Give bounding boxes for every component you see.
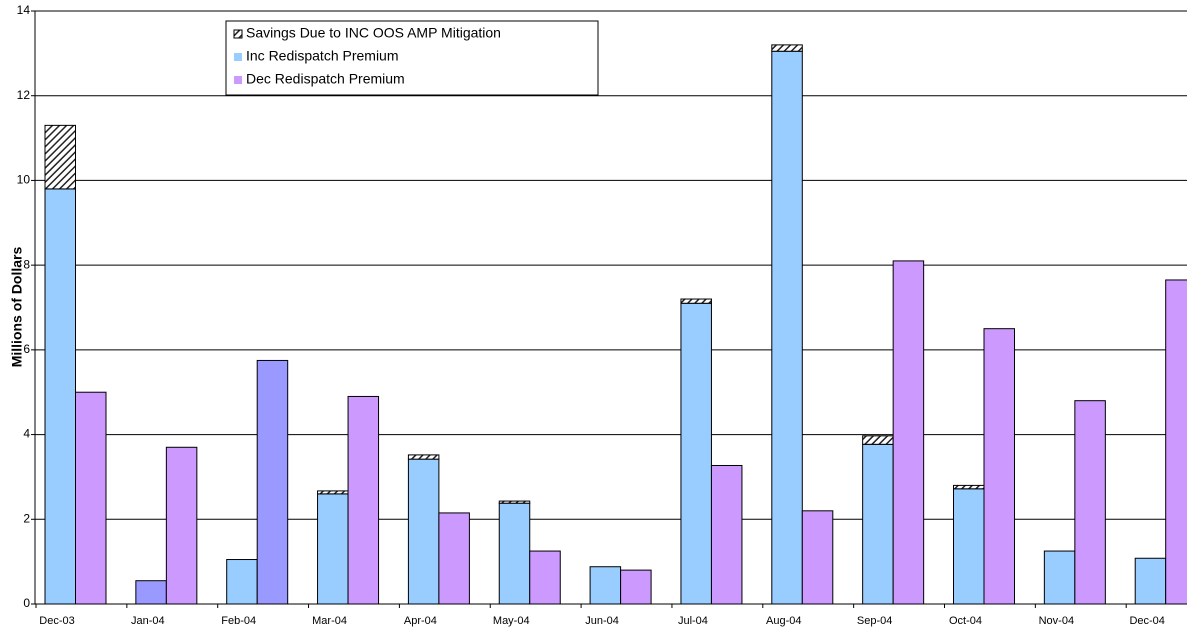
y-axis-title: Millions of Dollars [9, 247, 25, 368]
y-tick-label: 10 [17, 173, 31, 187]
bar [75, 391, 107, 605]
bar [407, 454, 440, 460]
bar [589, 566, 622, 605]
x-tick-label: May-04 [493, 615, 530, 627]
bar [226, 559, 258, 605]
legend-box [225, 20, 599, 96]
bar [862, 443, 894, 605]
legend-swatch [233, 29, 243, 39]
bar [165, 446, 198, 605]
bar [983, 328, 1015, 605]
legend-swatch [234, 76, 242, 84]
bar [1165, 279, 1187, 605]
bar [44, 188, 76, 605]
bar [710, 464, 743, 605]
bar [771, 50, 803, 605]
bar [438, 512, 470, 605]
bar [953, 488, 985, 605]
bar [1043, 550, 1076, 605]
legend-label: Dec Redispatch Premium [246, 71, 405, 87]
bar [407, 458, 440, 605]
y-tick-label: 0 [23, 596, 30, 610]
x-tick-label: Aug-04 [766, 615, 801, 627]
bar [135, 580, 167, 605]
bar [801, 510, 834, 605]
bar [317, 493, 349, 605]
x-tick-label: Jul-04 [678, 615, 708, 627]
bar [680, 298, 712, 304]
y-tick-label: 4 [23, 427, 30, 441]
bar [317, 490, 349, 495]
bar [953, 484, 985, 490]
x-tick-label: Dec-04 [1129, 615, 1164, 627]
x-tick-label: Oct-04 [949, 615, 982, 627]
x-tick-label: Mar-04 [312, 615, 347, 627]
y-tick-label: 14 [17, 3, 31, 17]
bar [529, 550, 561, 605]
x-tick-label: Nov-04 [1039, 615, 1074, 627]
x-tick-label: Apr-04 [404, 615, 437, 627]
bar [892, 260, 925, 605]
x-tick-label: Jan-04 [131, 615, 165, 627]
bar [1134, 557, 1167, 605]
x-tick-label: Sep-04 [857, 615, 892, 627]
y-tick-label: 12 [17, 88, 31, 102]
x-tick-label: Dec-03 [39, 615, 74, 627]
x-tick-label: Jun-04 [585, 615, 619, 627]
bar [620, 569, 652, 605]
x-tick-label: Feb-04 [221, 615, 256, 627]
legend-swatch [234, 53, 242, 61]
bar [862, 435, 894, 445]
bar [680, 302, 712, 605]
bar [44, 124, 76, 190]
y-tick-label: 2 [23, 511, 30, 525]
legend-label: Inc Redispatch Premium [246, 48, 399, 64]
y-tick-label: 8 [23, 257, 30, 271]
bar [256, 359, 289, 605]
y-tick-label: 6 [23, 342, 30, 356]
bar [498, 502, 531, 605]
bar [498, 500, 531, 504]
bar [347, 395, 380, 605]
bar [1074, 400, 1106, 605]
legend-label: Savings Due to INC OOS AMP Mitigation [246, 25, 501, 41]
bar [771, 44, 803, 52]
